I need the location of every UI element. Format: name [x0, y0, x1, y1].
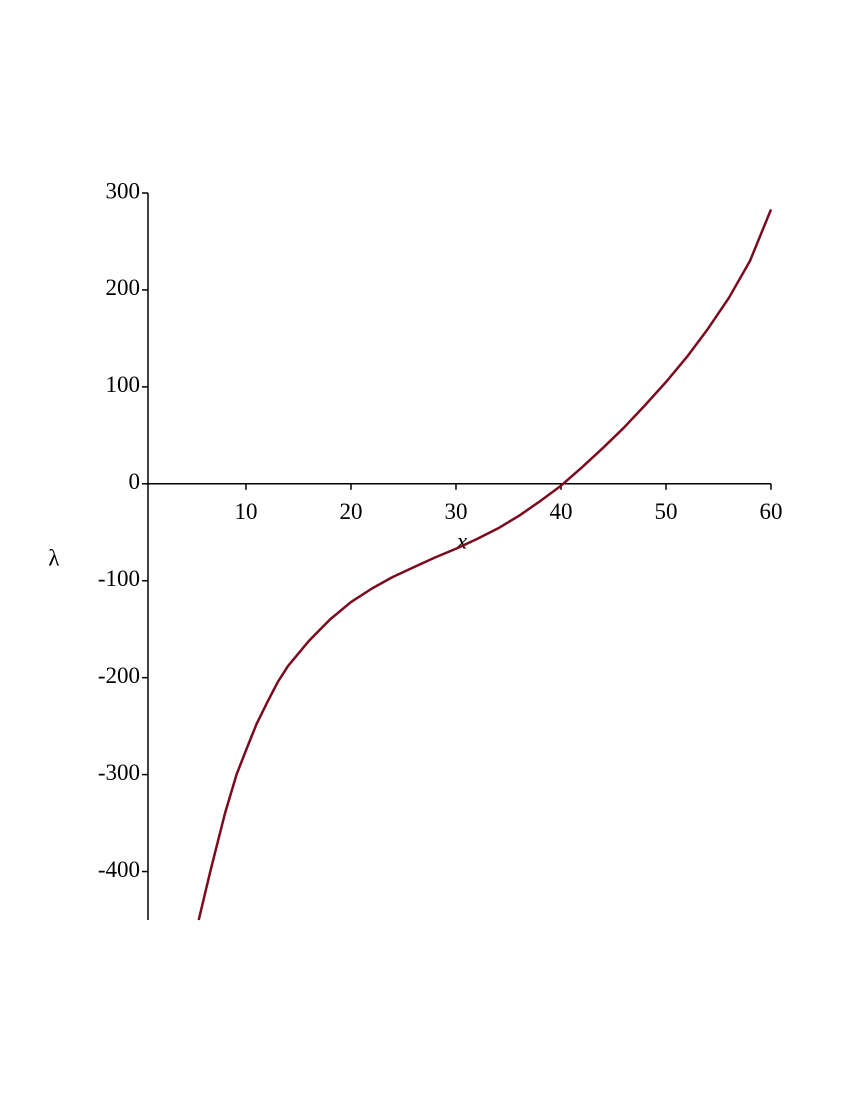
- y-tick-label: 0: [129, 469, 141, 494]
- y-tick-label: 200: [106, 275, 141, 300]
- y-tick-label: -300: [98, 760, 140, 785]
- x-tick-label: 20: [339, 499, 362, 524]
- x-tick-label: 40: [549, 499, 572, 524]
- x-tick-label: 60: [760, 499, 783, 524]
- x-tick-label: 30: [444, 499, 467, 524]
- y-tick-label: -200: [98, 663, 140, 688]
- x-tick-label: 10: [234, 499, 257, 524]
- line: [197, 209, 773, 921]
- y-tick-label: 300: [106, 178, 141, 203]
- x-tick-label: 50: [654, 499, 677, 524]
- x-axis-label: x: [456, 528, 468, 553]
- y-tick-label: -400: [98, 857, 140, 882]
- y-axis-label: λ: [48, 545, 60, 570]
- y-tick-label: 100: [106, 372, 141, 397]
- y-tick-label: -100: [98, 566, 140, 591]
